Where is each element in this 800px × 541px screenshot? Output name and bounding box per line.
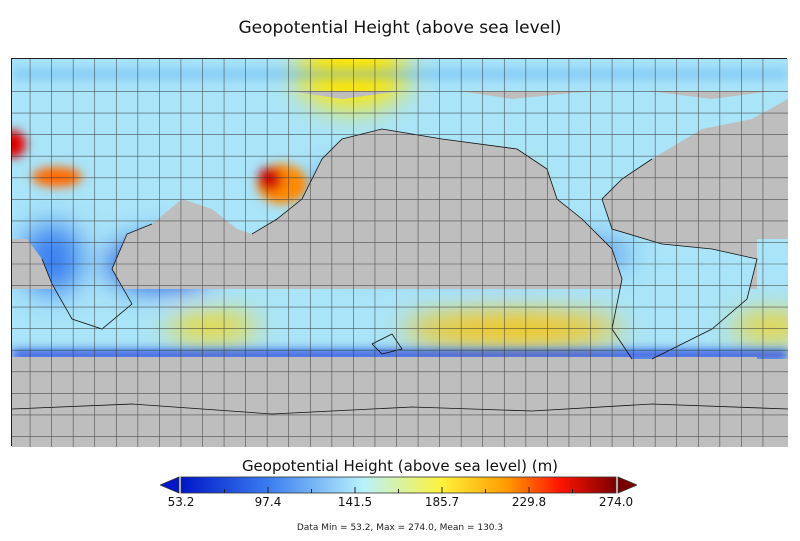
colorbar-tick-label: 274.0: [598, 495, 634, 509]
map-plot[interactable]: [11, 58, 789, 447]
colorbar-tick-label: 229.8: [511, 495, 547, 509]
graticule: [12, 59, 788, 447]
colorbar-max-arrow: [617, 476, 637, 494]
colorbar-tick-label: 141.5: [337, 495, 373, 509]
plot-title: Geopotential Height (above sea level): [238, 18, 562, 38]
colorbar-title: Geopotential Height (above sea level) (m…: [241, 457, 559, 475]
data-stats: Data Min = 53.2, Max = 274.0, Mean = 130…: [296, 523, 504, 533]
colorbar-tick-label: 97.4: [254, 495, 282, 509]
colorbar: [160, 476, 637, 494]
colorbar-tick-label: 185.7: [424, 495, 460, 509]
map-canvas: [11, 59, 789, 447]
colorbar-tick-label: 53.2: [167, 495, 195, 509]
colorbar-min-arrow: [160, 476, 180, 494]
